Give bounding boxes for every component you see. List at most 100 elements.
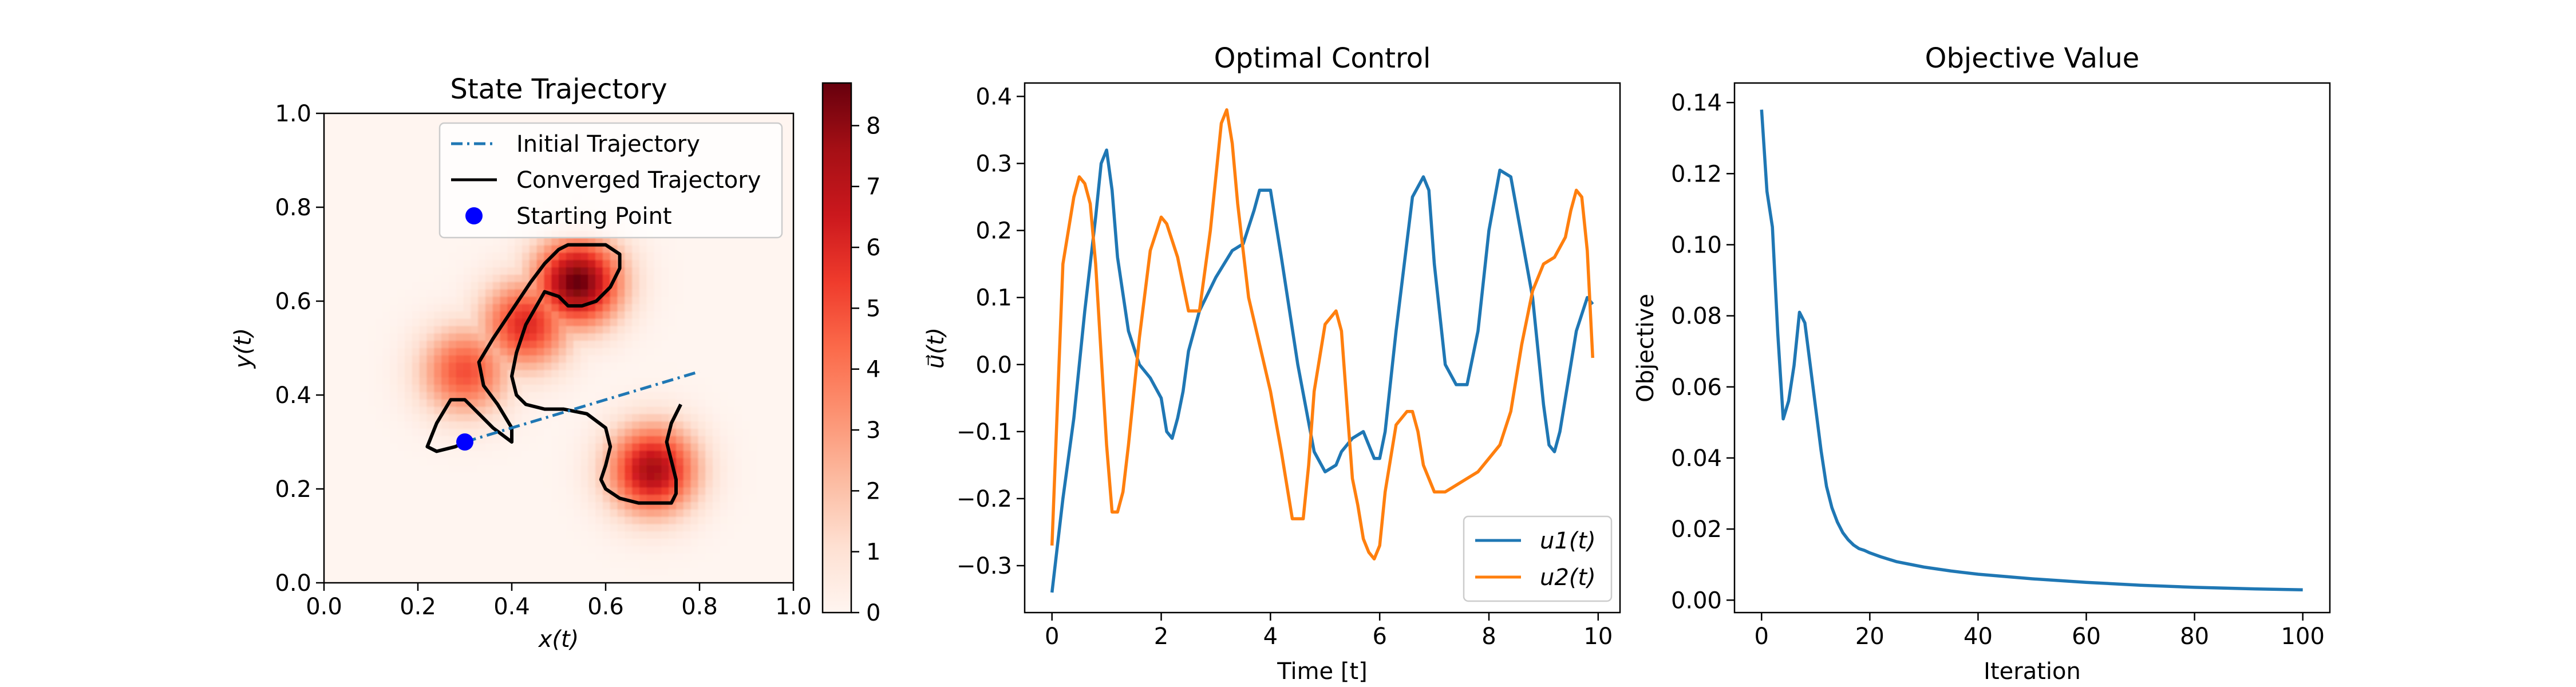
heatmap-cell: [669, 341, 677, 349]
heatmap-cell: [566, 297, 574, 305]
heatmap-cell: [412, 289, 420, 297]
heatmap-cell: [749, 568, 757, 576]
heatmap-cell: [448, 560, 457, 568]
heatmap-cell: [779, 333, 787, 341]
heatmap-cell: [661, 274, 669, 283]
heatmap-cell: [463, 472, 471, 481]
heatmap-cell: [434, 370, 442, 378]
heatmap-cell: [713, 341, 721, 349]
heatmap-cell: [492, 480, 501, 488]
heatmap-cell: [771, 260, 779, 268]
heatmap-cell: [521, 311, 530, 319]
heatmap-cell: [646, 289, 655, 297]
heatmap-cell: [705, 113, 713, 121]
heatmap-cell: [625, 362, 633, 371]
heatmap-cell: [734, 355, 742, 364]
heatmap-cell: [375, 428, 384, 437]
heatmap-cell: [727, 516, 736, 525]
objective-xtick-label: 40: [1963, 623, 1993, 650]
heatmap-cell: [404, 502, 413, 510]
heatmap-cell: [456, 267, 464, 275]
heatmap-cell: [331, 135, 339, 143]
heatmap-cell: [756, 421, 765, 429]
heatmap-cell: [529, 472, 538, 481]
heatmap-cell: [786, 311, 793, 319]
heatmap-cell: [595, 487, 603, 495]
heatmap-cell: [764, 341, 772, 349]
heatmap-cell: [676, 451, 684, 459]
heatmap-cell: [485, 370, 493, 378]
heatmap-cell: [426, 172, 434, 180]
heatmap-cell: [390, 553, 398, 562]
heatmap-cell: [639, 362, 647, 371]
heatmap-cell: [646, 575, 655, 583]
heatmap-cell: [573, 560, 582, 568]
heatmap-cell: [368, 333, 376, 341]
heatmap-cell: [375, 495, 384, 503]
heatmap-cell: [404, 553, 413, 562]
heatmap-cell: [346, 575, 354, 583]
control-xtick-label: 6: [1372, 623, 1386, 650]
objective-ytick-label: 0.12: [1671, 161, 1722, 187]
heatmap-cell: [734, 480, 742, 488]
heatmap-cell: [654, 297, 662, 305]
heatmap-cell: [720, 495, 728, 503]
heatmap-cell: [764, 245, 772, 254]
heatmap-cell: [749, 502, 757, 510]
heatmap-cell: [698, 443, 706, 451]
heatmap-cell: [448, 362, 457, 371]
heatmap-cell: [580, 502, 588, 510]
heatmap-cell: [331, 458, 339, 466]
heatmap-cell: [617, 524, 625, 532]
heatmap-cell: [338, 297, 347, 305]
heatmap-cell: [705, 274, 713, 283]
heatmap-cell: [698, 480, 706, 488]
heatmap-cell: [338, 539, 347, 547]
heatmap-cell: [602, 377, 611, 385]
heatmap-cell: [346, 150, 354, 158]
heatmap-cell: [646, 341, 655, 349]
heatmap-cell: [551, 348, 559, 356]
heatmap-cell: [654, 575, 662, 583]
heatmap-cell: [551, 458, 559, 466]
heatmap-cell: [471, 377, 479, 385]
heatmap-cell: [397, 406, 405, 414]
heatmap-cell: [390, 568, 398, 576]
heatmap-cell: [551, 502, 559, 510]
heatmap-cell: [426, 575, 434, 583]
heatmap-cell: [507, 282, 515, 290]
heatmap-cell: [566, 392, 574, 400]
heatmap-cell: [338, 575, 347, 583]
heatmap-cell: [500, 575, 508, 583]
heatmap-cell: [441, 458, 449, 466]
heatmap-cell: [448, 516, 457, 525]
heatmap-cell: [492, 472, 501, 481]
heatmap-cell: [588, 509, 596, 518]
heatmap-cell: [727, 509, 736, 518]
heatmap-cell: [390, 362, 398, 371]
heatmap-cell: [559, 399, 567, 408]
heatmap-cell: [595, 267, 603, 275]
heatmap-cell: [346, 472, 354, 481]
heatmap-cell: [338, 157, 347, 165]
heatmap-cell: [521, 113, 530, 121]
heatmap-cell: [566, 414, 574, 422]
heatmap-cell: [412, 385, 420, 393]
heatmap-cell: [331, 377, 339, 385]
heatmap-cell: [779, 267, 787, 275]
heatmap-cell: [720, 362, 728, 371]
heatmap-cell: [727, 355, 736, 364]
state-ytick-label: 0.4: [275, 382, 311, 409]
heatmap-cell: [375, 252, 384, 260]
heatmap-cell: [492, 553, 501, 562]
heatmap-cell: [368, 157, 376, 165]
heatmap-cell: [632, 113, 640, 121]
heatmap-cell: [346, 539, 354, 547]
heatmap-cell: [786, 560, 793, 568]
heatmap-cell: [346, 179, 354, 187]
heatmap-cell: [639, 465, 647, 473]
heatmap-cell: [338, 245, 347, 254]
heatmap-cell: [551, 341, 559, 349]
heatmap-cell: [441, 575, 449, 583]
